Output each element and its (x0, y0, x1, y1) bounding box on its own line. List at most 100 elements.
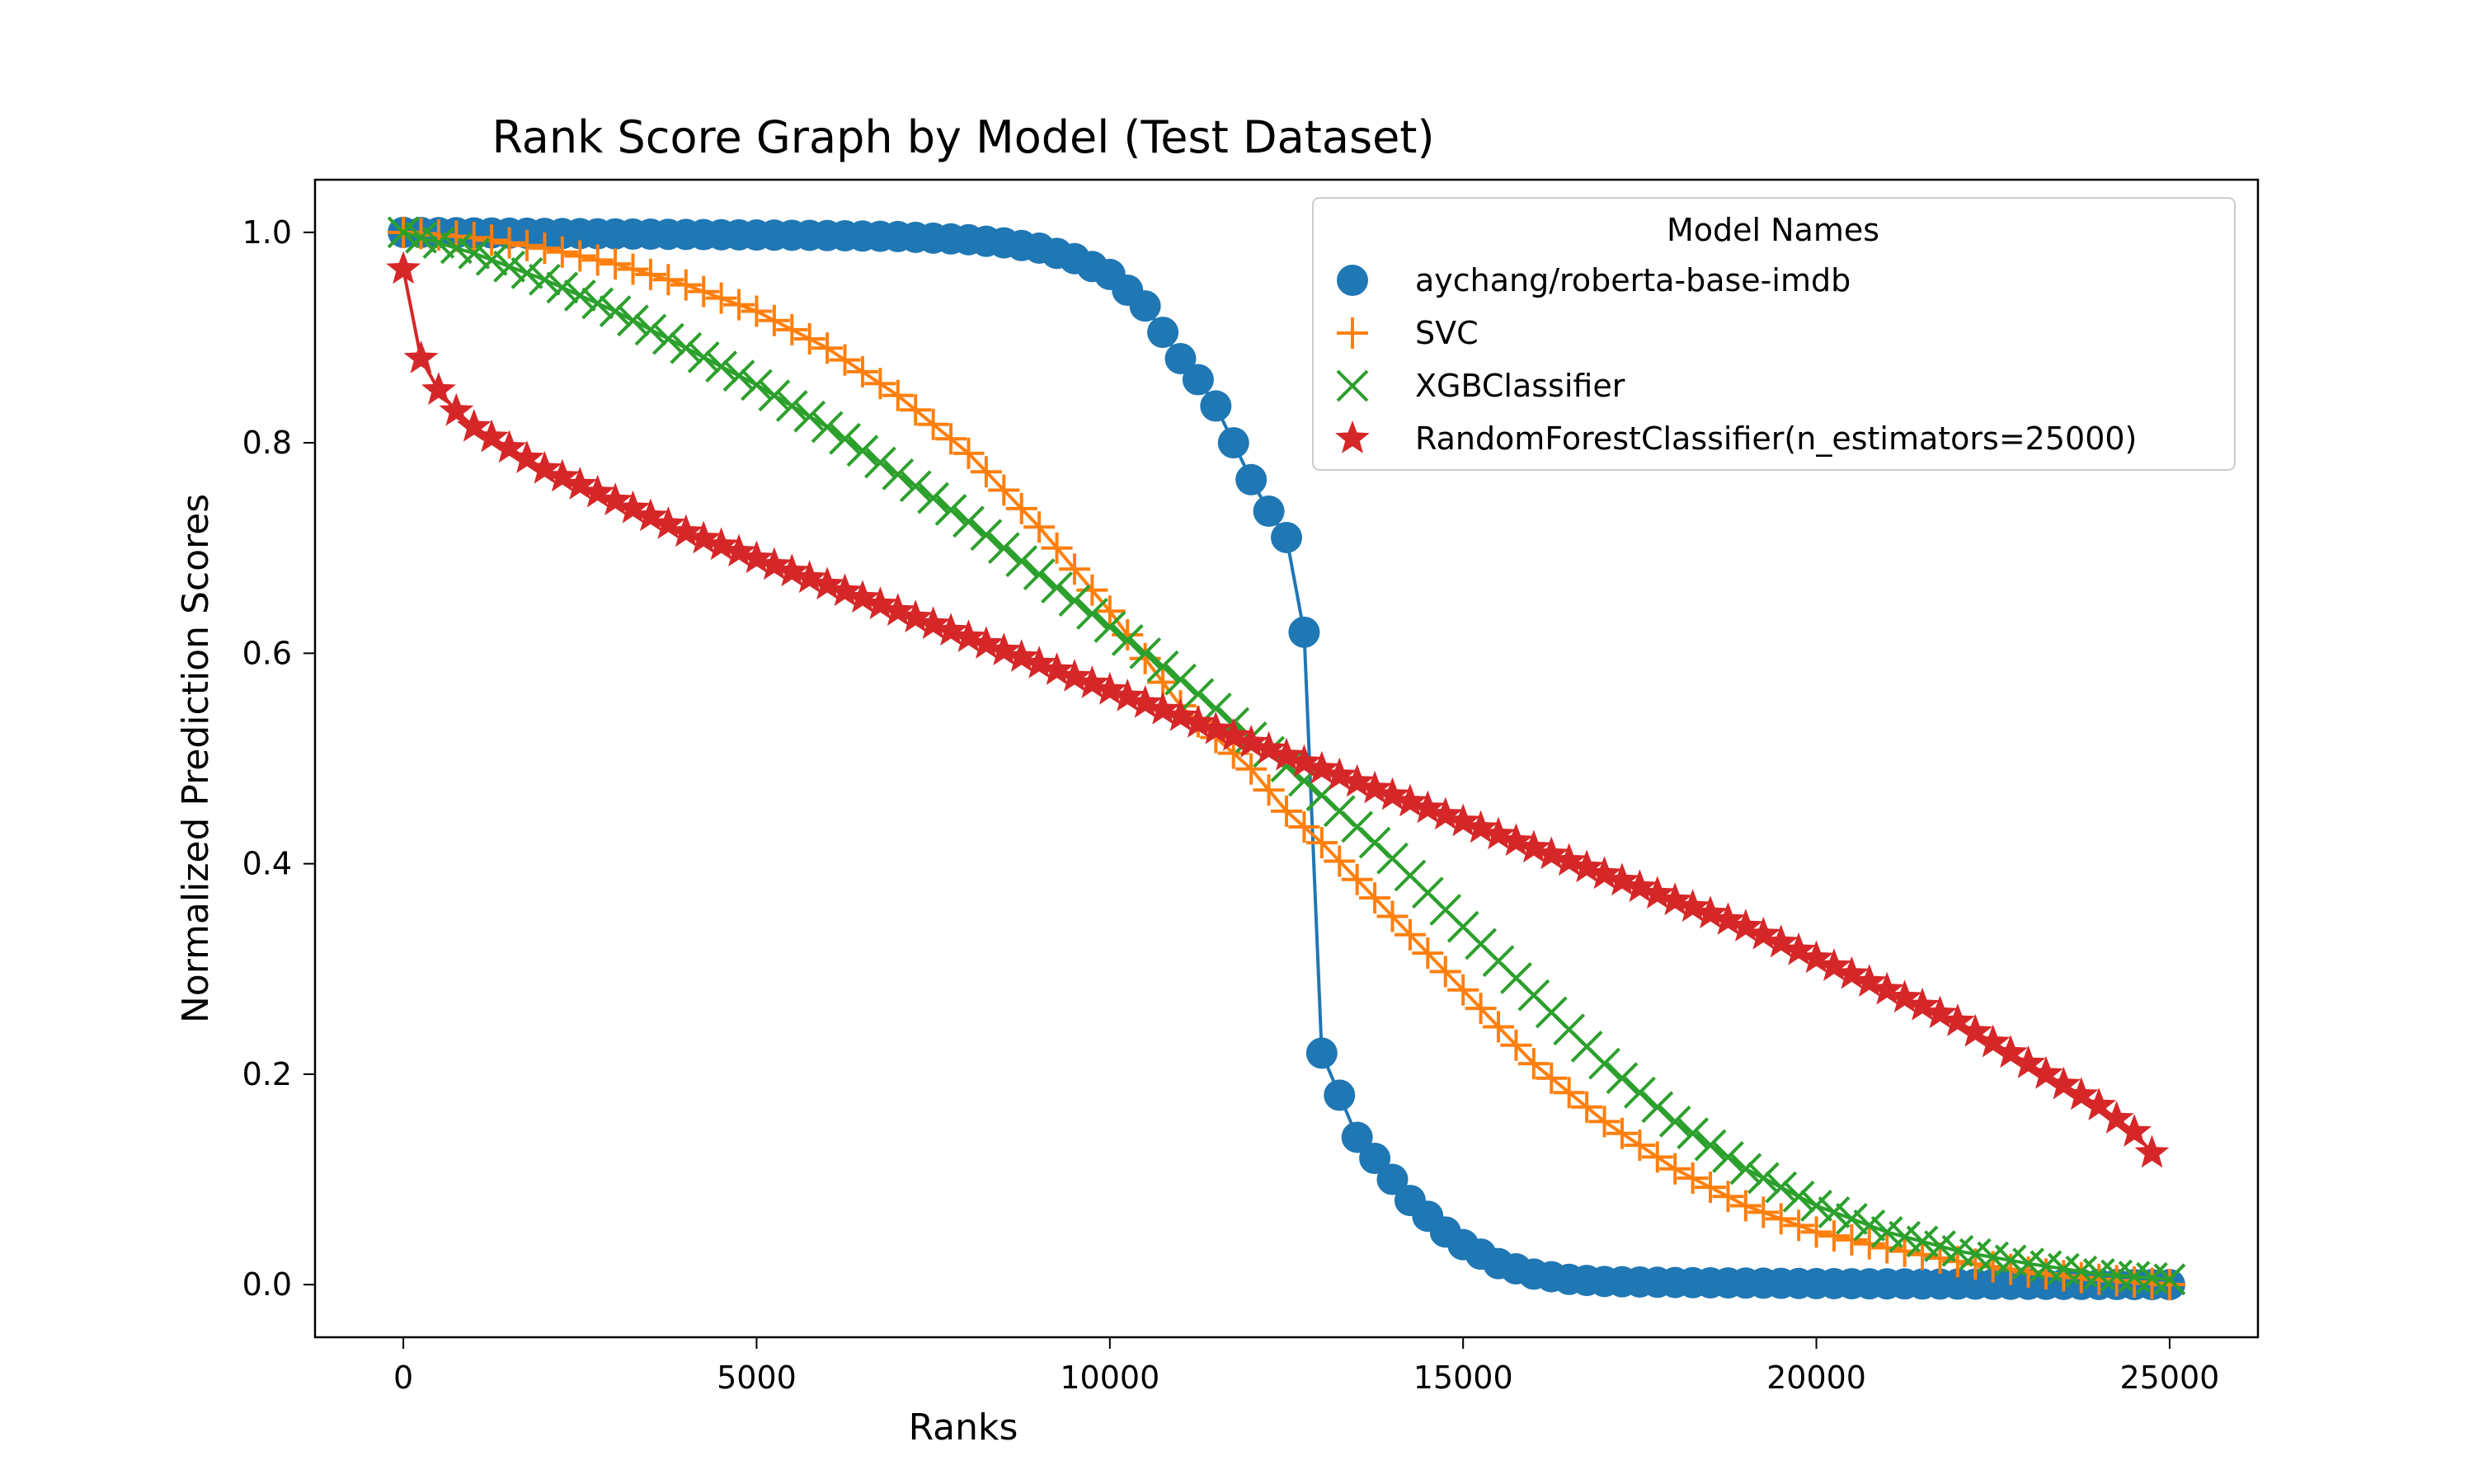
data-point (829, 422, 861, 455)
data-point (686, 520, 722, 554)
data-point (1339, 763, 1375, 797)
data-point (845, 580, 880, 613)
data-point (1094, 595, 1126, 627)
data-point (1253, 774, 1285, 806)
data-point (1818, 1220, 1850, 1252)
data-point (1041, 571, 1073, 604)
data-point (1182, 364, 1214, 396)
data-point (1799, 940, 1834, 974)
data-point (1818, 1196, 1851, 1228)
data-point (1234, 724, 1269, 758)
data-point (1888, 1235, 1921, 1267)
data-point (793, 400, 826, 433)
data-point (900, 394, 932, 426)
data-point (1324, 1079, 1356, 1111)
data-point (1322, 757, 1357, 791)
series-2 (387, 216, 2186, 1296)
data-point (563, 279, 596, 312)
data-point (1658, 1105, 1691, 1138)
data-point (1781, 932, 1817, 965)
data-point (792, 560, 827, 594)
data-point (1075, 665, 1110, 698)
data-point (1111, 623, 1144, 656)
data-point (986, 632, 1022, 665)
data-point (1305, 827, 1338, 859)
data-point (2029, 1055, 2063, 1089)
data-point (492, 430, 527, 463)
data-point (440, 232, 473, 265)
data-point (2117, 1114, 2152, 1147)
data-point (1924, 1230, 1956, 1263)
x-tick-label: 0 (393, 1360, 413, 1396)
data-point (810, 566, 845, 600)
data-point (458, 222, 490, 254)
data-point (581, 244, 614, 276)
data-point (1200, 390, 1232, 422)
data-point (1836, 1223, 1868, 1256)
data-point (1217, 427, 1249, 459)
data-point (1853, 1209, 1886, 1242)
data-point (1551, 843, 1587, 876)
data-point (600, 248, 632, 280)
data-point (1695, 1172, 1727, 1204)
legend-marker (1336, 369, 1369, 402)
data-point (1606, 1062, 1639, 1095)
data-point (1427, 796, 1463, 830)
data-point (564, 240, 596, 272)
data-point (952, 437, 985, 469)
data-point (529, 232, 561, 264)
data-point (1324, 845, 1356, 877)
data-point (775, 390, 808, 422)
data-point (1058, 553, 1090, 585)
data-point (1536, 1062, 1568, 1094)
data-point (880, 593, 915, 627)
x-axis-label: Ranks (909, 1407, 1018, 1449)
data-point (827, 573, 863, 607)
data-point (1765, 1171, 1798, 1204)
data-point (758, 304, 790, 336)
legend-title: Model Names (1667, 212, 1879, 248)
legend: Model Names aychang/roberta-base-imdb SVC… (1312, 197, 2236, 471)
data-point (1783, 1209, 1815, 1242)
data-point (386, 251, 421, 284)
data-point (1041, 532, 1073, 564)
data-point (1393, 783, 1427, 817)
data-point (1357, 770, 1392, 804)
data-point (1023, 558, 1056, 591)
data-point (1129, 636, 1162, 669)
data-point (741, 369, 773, 402)
data-point (476, 224, 508, 256)
data-point (988, 474, 1020, 506)
series-3 (386, 251, 2170, 1168)
data-point (1058, 585, 1091, 617)
data-point (1693, 895, 1728, 929)
data-point (668, 514, 703, 547)
legend-entry: aychang/roberta-base-imdb (1337, 262, 1851, 298)
data-point (756, 547, 792, 580)
legend-label: RandomForestClassifier(n_estimators=2500… (1415, 420, 2137, 457)
data-point (1747, 1196, 1780, 1228)
data-point (1286, 744, 1322, 777)
data-point (1853, 1228, 1885, 1260)
data-point (1659, 1153, 1691, 1185)
data-point (1782, 1180, 1815, 1213)
data-point (1376, 1163, 1409, 1195)
legend-entry: XGBClassifier (1336, 368, 1625, 404)
data-point (1005, 545, 1038, 578)
axes: 0 5000 10000 15000 20000 25000 0.0 0.2 0.4 0.6 0.8… (242, 178, 2260, 1396)
data-point (1569, 849, 1604, 883)
data-point (774, 553, 810, 587)
y-tick-label: 0.2 (242, 1056, 292, 1092)
data-point (722, 359, 755, 392)
data-point (1463, 810, 1498, 843)
data-point (633, 498, 668, 532)
data-point (1905, 987, 1940, 1021)
data-point (1870, 971, 1905, 1005)
data-point (439, 392, 474, 426)
data-point (952, 505, 985, 538)
data-point (1375, 777, 1410, 810)
legend-items: aychang/roberta-base-imdb SVC XGBClassifie… (1335, 262, 2137, 457)
data-point (1906, 1225, 1939, 1258)
legend-box (1312, 197, 2236, 471)
